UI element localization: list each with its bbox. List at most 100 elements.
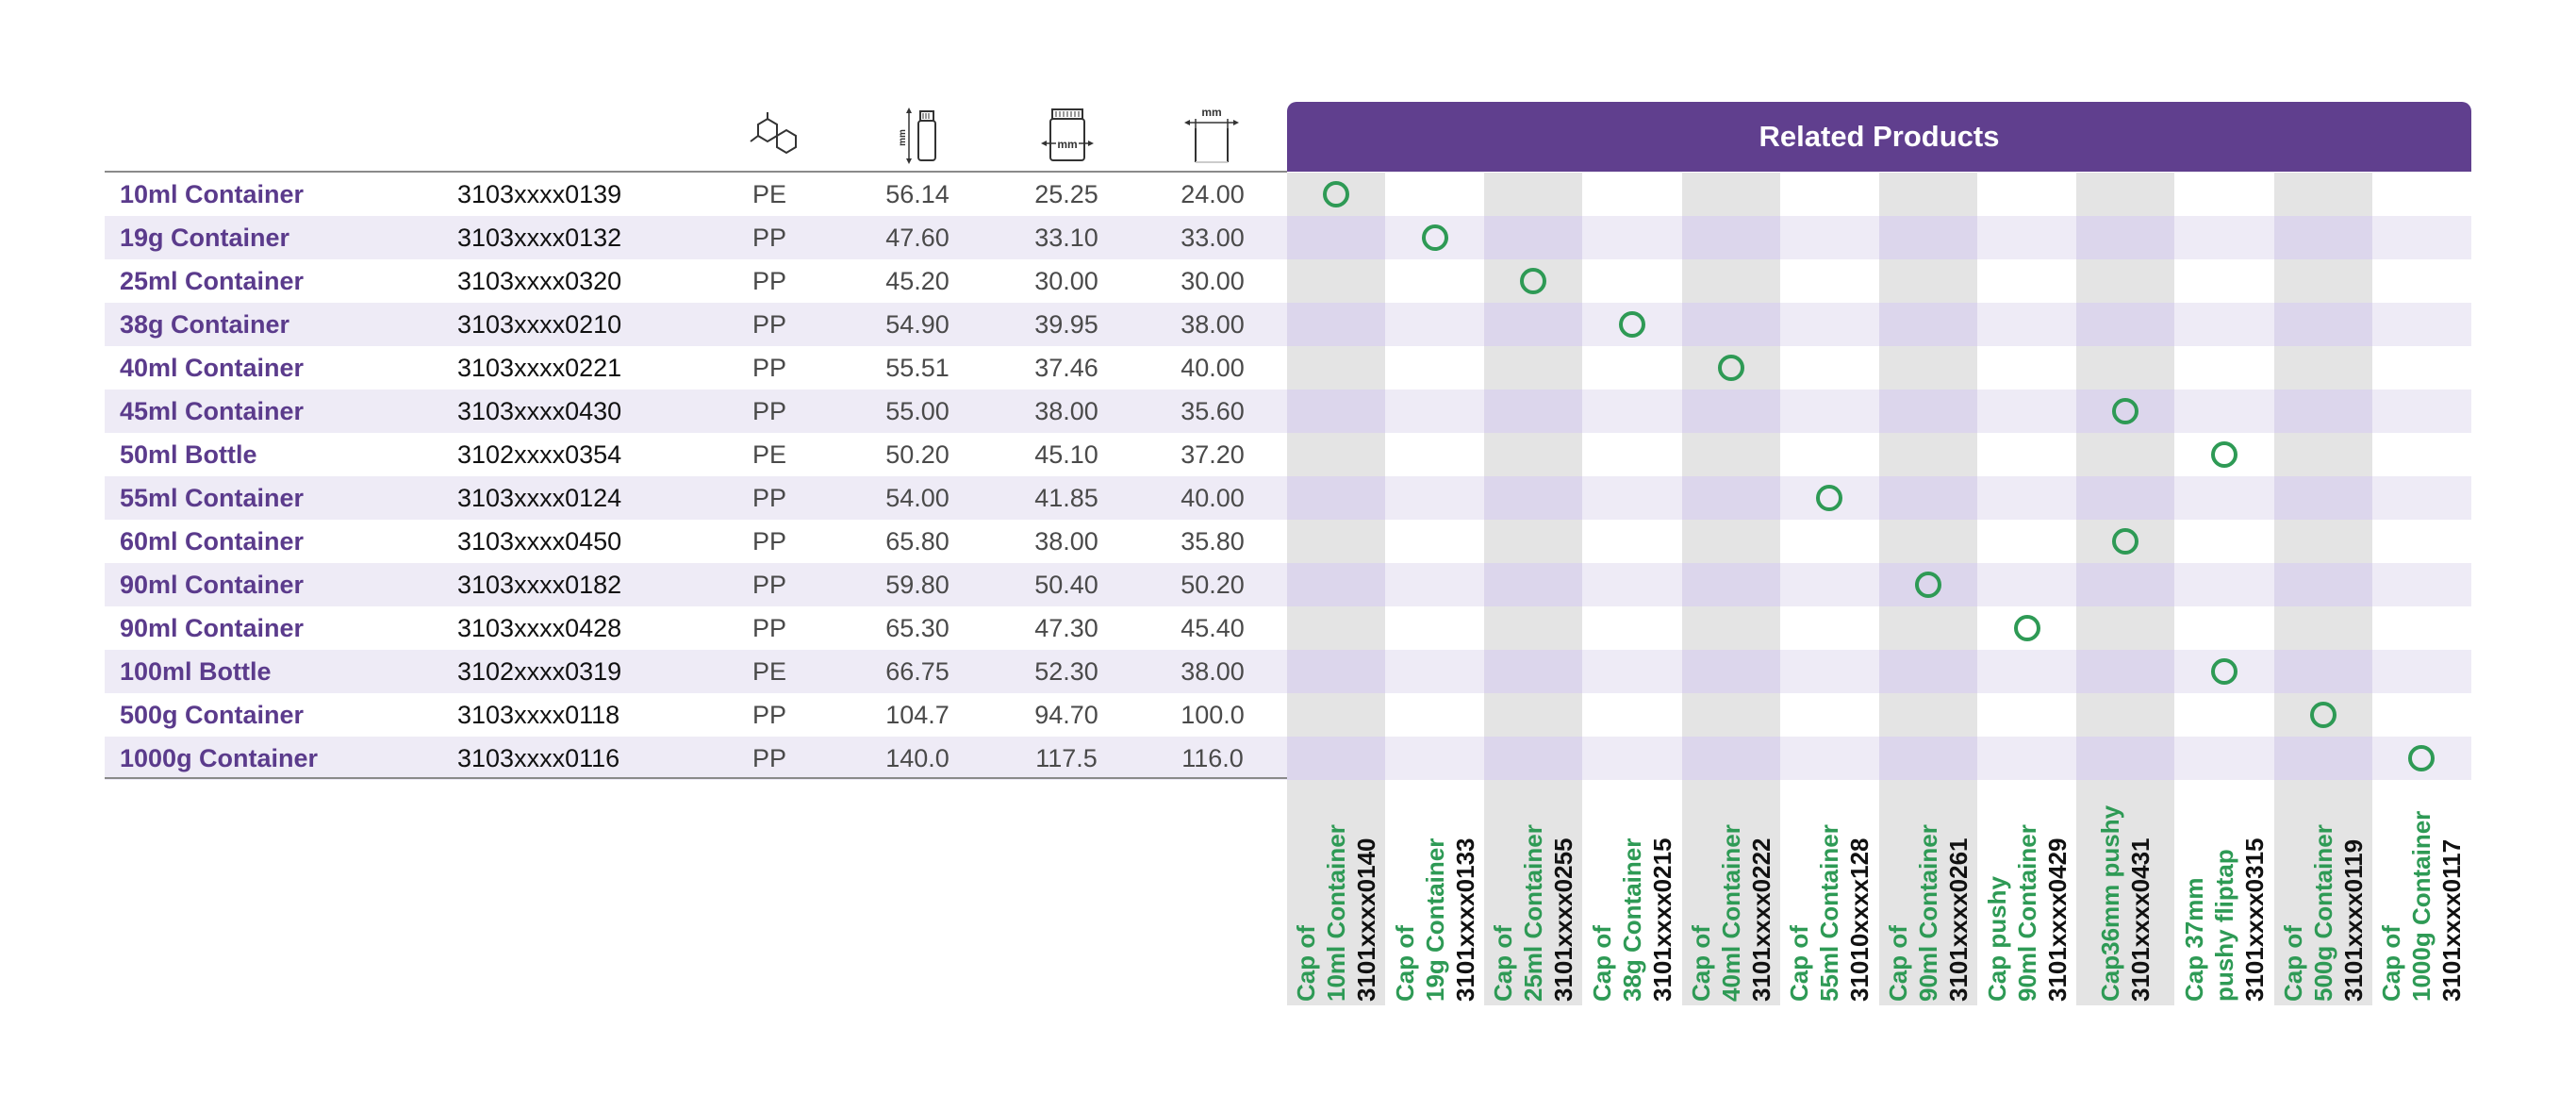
related-product-label: Cap 37mm pushy fliptap 3101xxxx0315 bbox=[2175, 783, 2273, 1002]
neck-mm: 35.80 bbox=[1181, 527, 1245, 556]
related-product-name: Cap of bbox=[2278, 925, 2307, 1002]
height-mm: 56.14 bbox=[885, 180, 949, 208]
cell-overlay bbox=[1879, 216, 1978, 259]
cell-overlay bbox=[2273, 216, 2372, 259]
material: PP bbox=[752, 224, 787, 252]
related-product-text: Cap of 25ml Container 3101xxxx0255 bbox=[1488, 783, 1578, 1002]
related-product-label: Cap of 10ml Container 3101xxxx0140 bbox=[1287, 783, 1385, 1002]
cell-overlay bbox=[1287, 216, 1385, 259]
compatibility-dot bbox=[1717, 355, 1744, 381]
neck-mm: 40.00 bbox=[1181, 354, 1245, 382]
compatibility-dot bbox=[1421, 224, 1448, 251]
related-product-name: 90ml Container bbox=[1914, 824, 1943, 1002]
width-mm: 37.46 bbox=[1034, 354, 1098, 382]
product-code: 3102xxxx0354 bbox=[457, 440, 622, 469]
related-product-name: Cap of bbox=[2377, 925, 2406, 1002]
cell-overlay bbox=[2273, 303, 2372, 346]
cell-overlay bbox=[1484, 216, 1583, 259]
related-product-name: Cap of bbox=[1686, 925, 1715, 1002]
product-name: 100ml Bottle bbox=[120, 657, 272, 686]
product-code: 3103xxxx0320 bbox=[457, 267, 622, 295]
height-mm: 140.0 bbox=[885, 744, 949, 772]
width-mm: 117.5 bbox=[1035, 744, 1098, 772]
cell-overlay bbox=[2273, 563, 2372, 606]
cell-overlay bbox=[1879, 303, 1978, 346]
cell-overlay bbox=[2273, 737, 2372, 780]
related-product-code: 3101xxxx0429 bbox=[2042, 837, 2072, 1002]
compatibility-dot bbox=[2013, 615, 2040, 641]
related-product-code: 3101xxxx0119 bbox=[2338, 838, 2368, 1002]
related-product-code: 3101xxxx0133 bbox=[1450, 837, 1479, 1002]
related-product-name: Cap36mm pushy bbox=[2096, 804, 2125, 1002]
compatibility-dot bbox=[2211, 658, 2238, 685]
molecule-icon bbox=[750, 112, 797, 155]
width-mm: 41.85 bbox=[1034, 484, 1098, 512]
related-product-name: 55ml Container bbox=[1815, 824, 1844, 1002]
compatibility-dot bbox=[1816, 485, 1843, 511]
product-code: 3103xxxx0430 bbox=[457, 397, 622, 425]
related-product-text: Cap of 90ml Container 3101xxxx0261 bbox=[1883, 783, 1973, 1002]
related-product-name: pushy fliptap bbox=[2210, 849, 2239, 1002]
product-code: 3103xxxx0428 bbox=[457, 614, 622, 642]
product-name: 19g Container bbox=[120, 224, 290, 252]
cell-overlay bbox=[1287, 476, 1385, 520]
product-name: 500g Container bbox=[120, 701, 305, 729]
material: PP bbox=[752, 310, 787, 339]
related-product-label: Cap of 25ml Container 3101xxxx0255 bbox=[1484, 783, 1582, 1002]
related-product-code: 3101xxxx0222 bbox=[1746, 837, 1775, 1002]
related-product-text: Cap of 10ml Container 3101xxxx0140 bbox=[1291, 783, 1381, 1002]
related-product-name: 10ml Container bbox=[1322, 824, 1350, 1002]
related-product-label: Cap of 500g Container 3101xxxx0119 bbox=[2274, 783, 2372, 1002]
compatibility-dot bbox=[2112, 528, 2139, 555]
height-mm: 54.00 bbox=[885, 484, 949, 512]
neck-mm: 116.0 bbox=[1181, 744, 1244, 772]
material: PE bbox=[752, 180, 787, 208]
cell-overlay bbox=[1287, 390, 1385, 433]
related-product-label: Cap36mm pushy 3101xxxx0431 bbox=[2076, 783, 2174, 1002]
cell-overlay bbox=[1681, 303, 1780, 346]
related-product-text: Cap of 500g Container 3101xxxx0119 bbox=[2278, 783, 2369, 1002]
width-mm: 30.00 bbox=[1034, 267, 1098, 295]
related-product-name: Cap of bbox=[1390, 925, 1419, 1002]
product-name: 60ml Container bbox=[120, 527, 305, 556]
cell-overlay bbox=[2273, 650, 2372, 693]
related-product-name: Cap 37mm bbox=[2180, 877, 2209, 1003]
related-product-name: 19g Container bbox=[1420, 837, 1449, 1002]
product-name: 25ml Container bbox=[120, 267, 305, 295]
width-mm: 38.00 bbox=[1034, 527, 1098, 556]
related-product-text: Cap of 19g Container 3101xxxx0133 bbox=[1390, 783, 1480, 1002]
related-product-name: Cap of bbox=[1292, 925, 1320, 1002]
cell-overlay bbox=[1484, 303, 1583, 346]
cell-overlay bbox=[1879, 476, 1978, 520]
material: PP bbox=[752, 397, 787, 425]
height-mm: 104.7 bbox=[885, 701, 949, 729]
related-product-name: Cap of bbox=[1785, 925, 1814, 1002]
cell-overlay bbox=[2076, 303, 2175, 346]
width-mm: 45.10 bbox=[1034, 440, 1098, 469]
product-name: 90ml Container bbox=[120, 614, 305, 642]
product-name: 55ml Container bbox=[120, 484, 305, 512]
related-product-text: Cap of 55ml Container 31010xxxx128 bbox=[1784, 783, 1874, 1002]
product-name: 38g Container bbox=[120, 310, 290, 339]
related-product-text: Cap of 1000g Container 3101xxxx0117 bbox=[2376, 783, 2467, 1002]
cell-overlay bbox=[1879, 737, 1978, 780]
svg-text:mm: mm bbox=[1201, 106, 1221, 119]
product-code: 3103xxxx0221 bbox=[457, 354, 622, 382]
related-product-name: Cap of bbox=[1489, 925, 1518, 1002]
material: PE bbox=[752, 440, 787, 469]
related-product-label: Cap pushy 90ml Container 3101xxxx0429 bbox=[1978, 783, 2076, 1002]
height-mm: 65.30 bbox=[885, 614, 949, 642]
height-mm: 50.20 bbox=[885, 440, 949, 469]
compatibility-dot bbox=[2408, 745, 2436, 771]
cell-overlay bbox=[1681, 563, 1780, 606]
product-code: 3103xxxx0116 bbox=[457, 744, 620, 772]
compatibility-dot bbox=[1520, 268, 1547, 294]
width-mm: 38.00 bbox=[1034, 397, 1098, 425]
product-name: 10ml Container bbox=[120, 180, 305, 208]
related-product-label: Cap of 1000g Container 3101xxxx0117 bbox=[2372, 783, 2470, 1002]
cell-overlay bbox=[1484, 737, 1583, 780]
table-top-rule bbox=[105, 171, 1287, 173]
cell-overlay bbox=[1681, 216, 1780, 259]
related-product-code: 3101xxxx0215 bbox=[1648, 837, 1676, 1002]
